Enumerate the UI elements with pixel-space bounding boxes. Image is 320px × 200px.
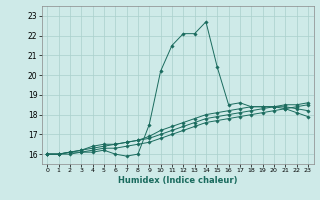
- X-axis label: Humidex (Indice chaleur): Humidex (Indice chaleur): [118, 176, 237, 185]
